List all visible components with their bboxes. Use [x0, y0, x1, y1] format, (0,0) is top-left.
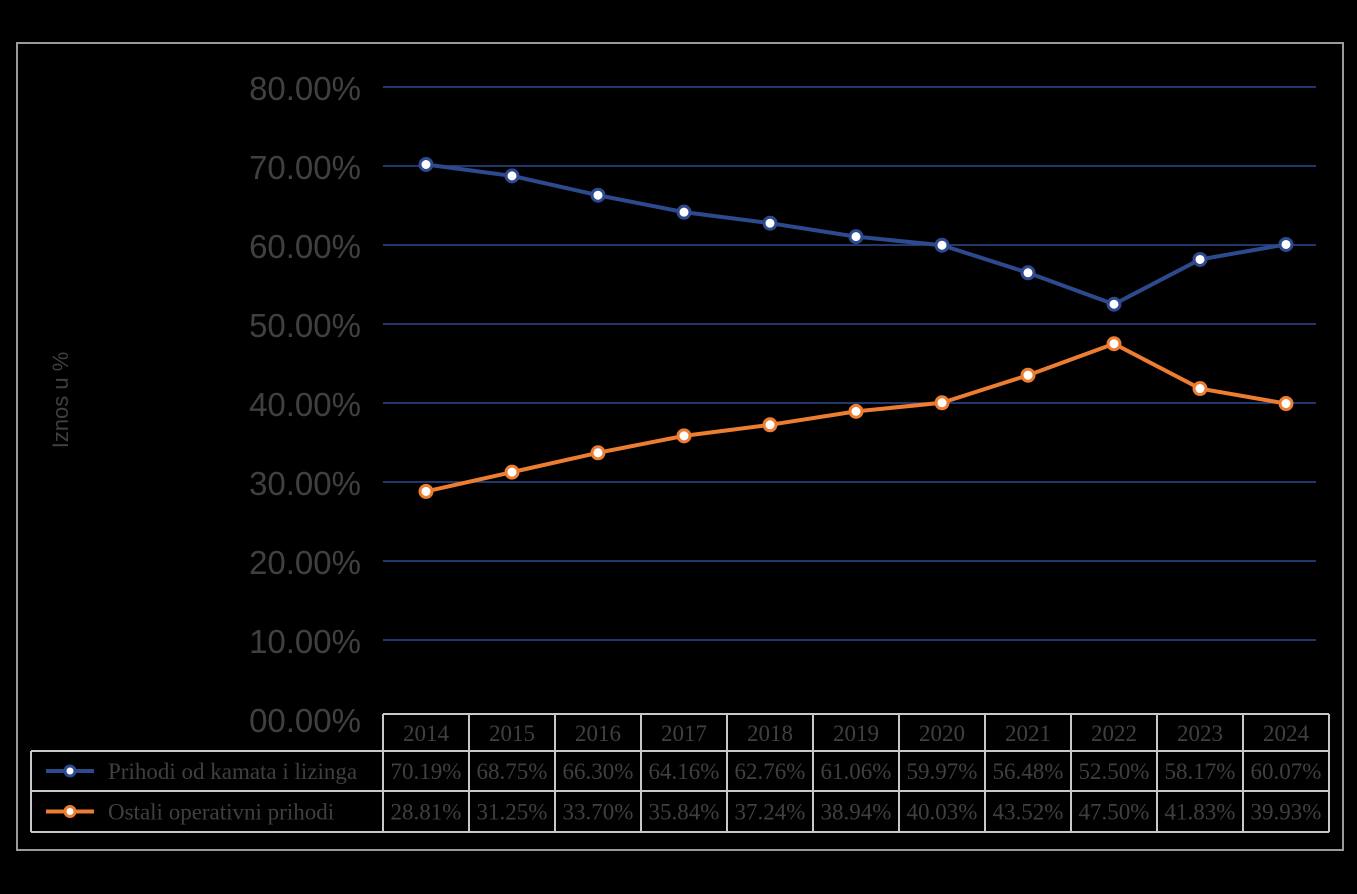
data-point: [1106, 336, 1122, 352]
data-table-cell: 68.75%: [477, 759, 548, 784]
y-tick-label: 20.00%: [249, 544, 361, 581]
x-tick-label: 2018: [747, 721, 793, 746]
data-table-cell: 59.97%: [907, 759, 978, 784]
data-table-cell: 40.03%: [907, 800, 978, 825]
data-table-cell: 33.70%: [563, 800, 634, 825]
y-tick-label: 30.00%: [249, 465, 361, 502]
x-tick-label: 2015: [489, 721, 535, 746]
y-ticks: 00.00% 10.00% 20.00% 30.00% 40.00% 50.00% 60.0…: [249, 70, 361, 739]
data-table-cell: 39.93%: [1251, 800, 1322, 825]
data-point: [590, 187, 606, 203]
data-table-cell: 52.50%: [1079, 759, 1150, 784]
data-point: [848, 403, 864, 419]
data-point: [934, 237, 950, 253]
data-table-cell: 47.50%: [1079, 800, 1150, 825]
legend-key: [46, 764, 94, 778]
x-tick-label: 2017: [661, 721, 707, 746]
x-tick-label: 2023: [1177, 721, 1223, 746]
data-table-cell: 58.17%: [1165, 759, 1236, 784]
y-tick-label: 40.00%: [249, 386, 361, 423]
data-point: [762, 215, 778, 231]
y-tick-label: 10.00%: [249, 623, 361, 660]
data-point: [418, 483, 434, 499]
x-tick-label: 2014: [403, 721, 450, 746]
series: [418, 156, 1294, 499]
data-point: [504, 464, 520, 480]
data-point: [1020, 367, 1036, 383]
data-table-cell: 66.30%: [563, 759, 634, 784]
x-tick-label: 2022: [1091, 721, 1137, 746]
data-table-cell: 56.48%: [993, 759, 1064, 784]
chart-frame: [16, 42, 1344, 851]
data-table-cell: 60.07%: [1251, 759, 1322, 784]
data-table-cell: 70.19%: [391, 759, 462, 784]
legend-series-name: Ostali operativni prihodi: [108, 800, 334, 825]
legend-key: [46, 805, 94, 818]
x-tick-label: 2019: [833, 721, 879, 746]
data-point: [1192, 251, 1208, 267]
data-point: [934, 395, 950, 411]
x-tick-label: 2016: [575, 721, 621, 746]
data-point: [1020, 265, 1036, 281]
data-point: [676, 204, 692, 220]
data-point: [418, 156, 434, 172]
x-tick-label: 2021: [1005, 721, 1051, 746]
data-table-cell: 61.06%: [821, 759, 892, 784]
data-point: [676, 428, 692, 444]
data-point: [1106, 296, 1122, 312]
x-tick-label: 2020: [919, 721, 965, 746]
gridlines: [383, 86, 1316, 641]
data-table-cell: 62.76%: [735, 759, 806, 784]
y-tick-label: 00.00%: [249, 702, 361, 739]
data-point: [762, 417, 778, 433]
legend-series-name: Prihodi od kamata i lizinga: [108, 759, 357, 784]
data-point: [504, 168, 520, 184]
data-table-cell: 43.52%: [993, 800, 1064, 825]
y-tick-label: 70.00%: [249, 149, 361, 186]
data-table-cell: 28.81%: [391, 800, 462, 825]
data-point: [1192, 381, 1208, 397]
y-axis-label: Iznos u %: [48, 352, 73, 449]
data-table-cell: 41.83%: [1165, 800, 1236, 825]
x-tick-label: 2024: [1263, 721, 1310, 746]
data-point: [590, 445, 606, 461]
y-tick-label: 60.00%: [249, 228, 361, 265]
data-point: [1278, 396, 1294, 412]
data-table: 2014 2015 2016 2017 2018 2019 2020 2021 2022 2023…: [30, 713, 1330, 833]
data-table-cell: 37.24%: [735, 800, 806, 825]
data-table-cell: 38.94%: [821, 800, 892, 825]
y-tick-label: 50.00%: [249, 307, 361, 344]
y-tick-label: 80.00%: [249, 70, 361, 107]
data-table-cell: 31.25%: [477, 800, 548, 825]
data-table-cell: 64.16%: [649, 759, 720, 784]
data-point: [1278, 236, 1294, 252]
data-point: [848, 229, 864, 245]
data-table-cell: 35.84%: [649, 800, 720, 825]
